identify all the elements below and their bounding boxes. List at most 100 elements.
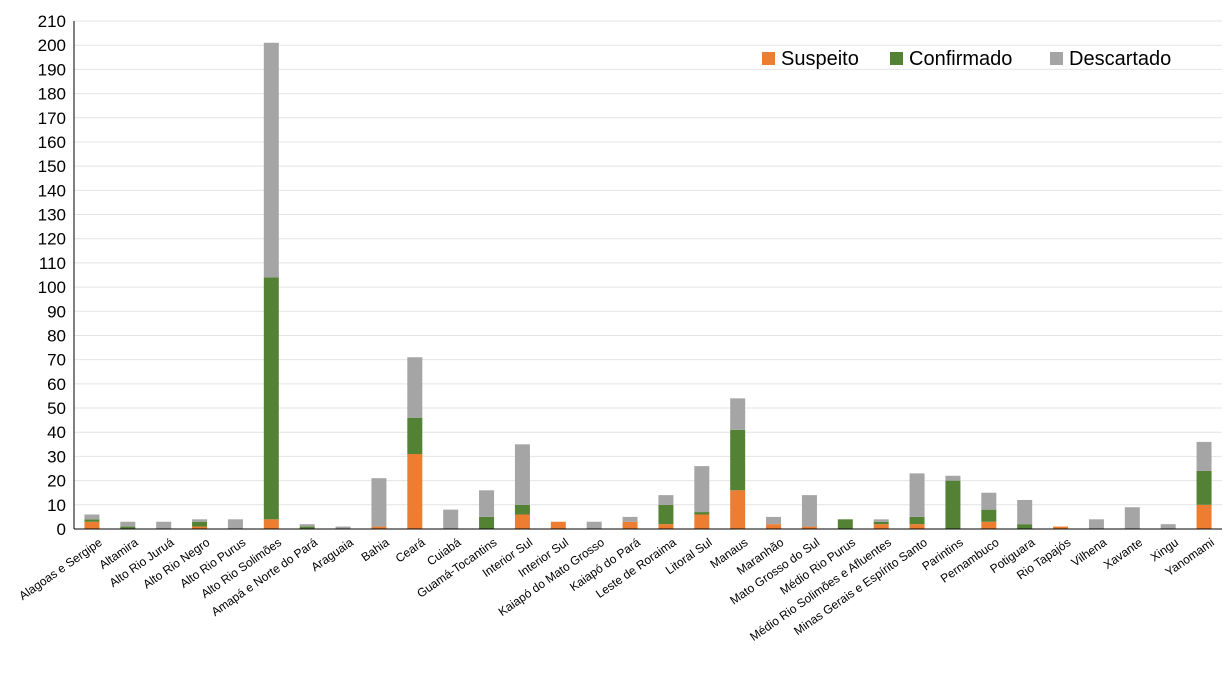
bar-segment-suspeito [909,524,925,529]
y-tick-label: 40 [47,423,66,442]
y-tick-label: 60 [47,375,66,394]
y-tick-label: 20 [47,472,66,491]
bar-segment-descartado [299,524,315,527]
y-tick-label: 210 [38,12,66,31]
bar-segment-descartado [479,490,495,517]
bar-segment-descartado [730,398,746,430]
bar-segment-confirmado [909,516,925,525]
legend-swatch-confirmado [890,52,903,65]
legend-swatch-suspeito [762,52,775,65]
bar-segment-descartado [407,357,423,418]
legend-label: Descartado [1069,48,1171,70]
y-tick-label: 150 [38,157,66,176]
gridlines [74,20,1222,506]
bar-segment-suspeito [550,521,566,529]
bar-segment-descartado [1017,499,1033,525]
bar-segment-suspeito [801,526,817,529]
y-tick-label: 190 [38,60,66,79]
bar-segment-confirmado [1196,470,1212,505]
x-tick-label: Bahia [359,535,392,564]
bar-segment-confirmado [981,509,997,522]
y-tick-label: 200 [38,36,66,55]
y-tick-label: 0 [57,520,66,539]
y-tick-label: 50 [47,399,66,418]
y-tick-label: 110 [39,254,66,273]
bar-segment-suspeito [84,521,100,529]
bar-segment-descartado [514,444,530,505]
bar-segment-confirmado [192,521,208,527]
bars [84,42,1212,529]
bar-segment-descartado [1160,524,1176,529]
bar-segment-suspeito [407,454,423,529]
bar-segment-suspeito [766,524,782,529]
y-tick-label: 70 [47,351,66,370]
bar-segment-suspeito [622,521,638,529]
bar-segment-suspeito [1196,504,1212,529]
bar-segment-confirmado [263,277,279,520]
bar-segment-suspeito [514,514,530,529]
bar-segment-confirmado [694,512,710,515]
x-tick-label: Alagoas e Sergipe [16,535,105,603]
bar-segment-confirmado [837,519,853,529]
bar-segment-confirmado [658,504,674,525]
bar-segment-suspeito [371,526,387,529]
bar-segment-descartado [981,492,997,510]
bar-segment-descartado [909,473,925,517]
bar-segment-descartado [873,519,889,522]
bar-segment-descartado [371,478,387,527]
bar-segment-descartado [1196,441,1212,471]
bar-segment-suspeito [1053,526,1069,529]
bar-segment-confirmado [479,516,495,529]
bar-segment-suspeito [694,514,710,529]
bar-segment-confirmado [873,521,889,525]
bar-segment-confirmado [407,417,423,455]
legend-label: Suspeito [781,48,859,70]
bar-segment-descartado [335,526,351,529]
bar-segment-descartado [263,42,279,278]
bar-segment-descartado [1088,519,1104,529]
bar-segment-suspeito [981,521,997,529]
bar-segment-confirmado [84,519,100,522]
bar-segment-suspeito [192,526,208,529]
bar-segment-descartado [84,514,100,520]
legend: Suspeito Confirmado Descartado [762,48,1171,70]
y-tick-label: 100 [38,278,66,297]
y-tick-label: 180 [38,85,66,104]
bar-segment-descartado [801,495,817,527]
bar-segment-confirmado [730,429,746,491]
y-tick-label: 90 [47,302,66,321]
legend-swatch-descartado [1050,52,1063,65]
bar-segment-descartado [766,516,782,525]
bar-segment-suspeito [658,524,674,529]
y-tick-label: 80 [47,326,66,345]
bar-segment-descartado [622,516,638,522]
y-tick-labels: 0 10 20 30 40 50 60 70 80 90 100 110 120 130 140 150 160… [38,12,66,539]
bar-segment-descartado [192,519,208,522]
bar-segment-descartado [120,521,136,527]
bar-segment-confirmado [299,526,315,529]
bar-segment-confirmado [514,504,530,515]
bar-segment-descartado [586,521,602,529]
bar-segment-descartado [945,475,961,481]
axes [73,21,1222,530]
legend-label: Confirmado [909,48,1012,70]
bar-segment-descartado [658,495,674,505]
bar-segment-suspeito [873,524,889,529]
x-tick-label: Ceará [393,535,428,565]
bar-segment-confirmado [1017,524,1033,529]
y-tick-label: 160 [38,133,66,152]
bar-segment-confirmado [945,480,961,529]
y-tick-label: 170 [38,109,66,128]
bar-segment-descartado [1124,507,1140,529]
x-tick-label: Xavante [1101,535,1145,572]
bar-segment-descartado [694,466,710,513]
bar-segment-suspeito [730,490,746,529]
bar-segment-suspeito [263,519,279,529]
bar-segment-descartado [227,519,243,529]
y-tick-label: 120 [38,230,66,249]
bar-segment-confirmado [120,526,136,529]
y-tick-label: 30 [47,447,66,466]
y-tick-label: 10 [47,496,66,515]
